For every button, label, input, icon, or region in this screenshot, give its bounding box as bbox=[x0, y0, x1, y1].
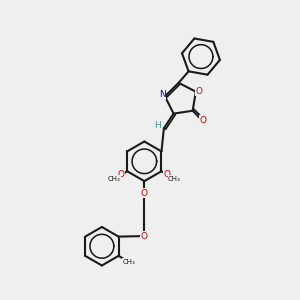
Text: CH₃: CH₃ bbox=[168, 176, 181, 182]
Text: N: N bbox=[159, 90, 166, 99]
Text: O: O bbox=[141, 232, 148, 241]
Text: O: O bbox=[164, 170, 171, 179]
Text: O: O bbox=[118, 170, 125, 179]
Text: CH₃: CH₃ bbox=[122, 259, 135, 265]
Text: O: O bbox=[195, 87, 202, 96]
Text: O: O bbox=[200, 116, 207, 125]
Text: CH₃: CH₃ bbox=[108, 176, 121, 182]
Text: H: H bbox=[154, 122, 161, 130]
Text: O: O bbox=[141, 188, 148, 197]
